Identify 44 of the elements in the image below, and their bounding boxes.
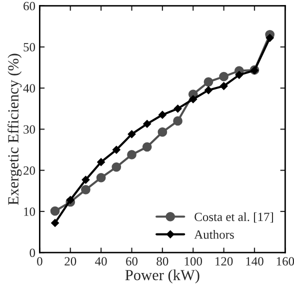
point [82,176,90,184]
point [142,142,152,152]
point [96,173,106,182]
y-axis-title: Exergetic Efficiency (%) [8,54,22,205]
point [97,158,106,166]
point [158,127,168,137]
y-tick-label: 60 [24,2,36,10]
legend-label: Costa et al. [17] [194,212,273,223]
point [189,95,198,104]
point [50,206,60,216]
x-tick-label: 0 [37,257,42,266]
point [66,196,74,204]
point [219,72,228,82]
y-tick-label: 10 [24,207,36,216]
x-axis-title: Power (kW) [125,269,200,284]
point [173,116,182,126]
y-tick-label: 20 [24,166,36,175]
x-tick-label: 120 [216,257,233,266]
legend-label: Authors [194,230,234,239]
x-tick-label: 140 [246,257,264,266]
x-tick-label: 40 [95,257,107,266]
point [158,110,166,119]
point [128,130,136,138]
point [204,77,214,87]
point [51,219,59,227]
x-tick-label: 60 [126,257,138,266]
y-tick-label: 30 [24,125,36,134]
point [235,70,244,79]
x-tick-label: 100 [184,257,202,266]
point [220,82,228,90]
point [204,86,212,94]
point [112,162,122,172]
y-tick-label: 0 [30,248,36,258]
point [266,34,274,42]
point [127,150,136,160]
y-tick-label: 40 [23,84,36,93]
point [174,104,182,113]
x-tick-label: 160 [276,257,294,266]
point [112,146,120,154]
point [143,120,152,128]
x-tick-label: 80 [156,257,168,266]
x-tick-label: 20 [64,257,76,266]
y-tick-label: 50 [24,42,36,52]
point [81,184,90,194]
